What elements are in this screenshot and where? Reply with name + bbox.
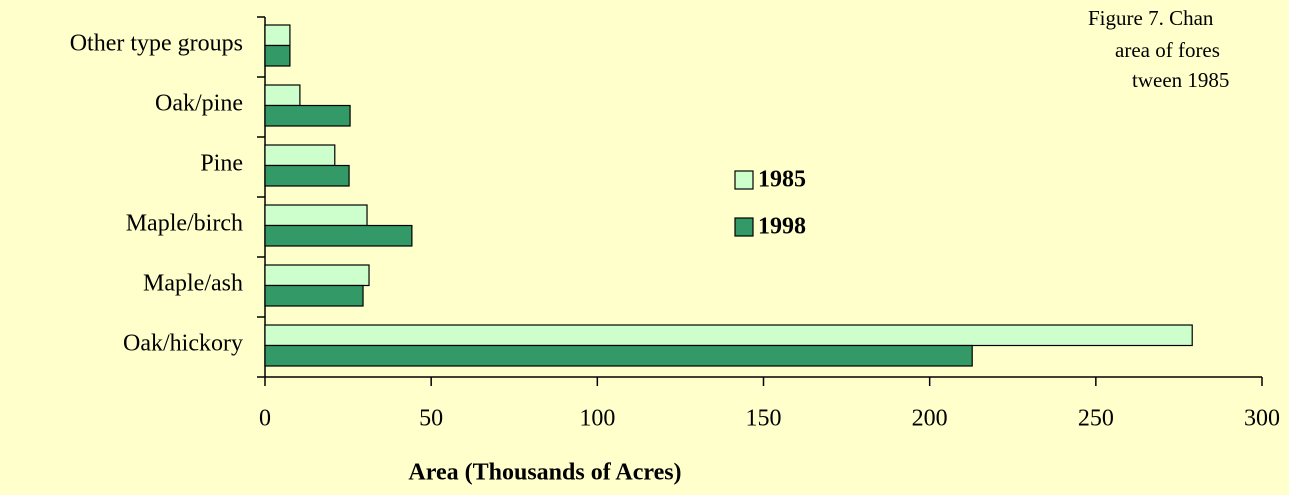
- legend-swatch: [734, 217, 754, 237]
- legend-swatch: [734, 170, 754, 190]
- x-tick-label: 0: [259, 406, 271, 432]
- y-tick-label: Maple/ash: [143, 271, 243, 297]
- bar: [264, 264, 370, 287]
- bar: [264, 104, 351, 127]
- x-tick-label: 200: [912, 406, 948, 432]
- legend-label: 1985: [758, 167, 806, 193]
- x-tick-label: 100: [579, 406, 615, 432]
- bar: [264, 224, 413, 247]
- bar: [264, 84, 301, 107]
- bar: [264, 144, 336, 167]
- x-axis-title: Area (Thousands of Acres): [408, 460, 681, 486]
- y-tick-label: Maple/birch: [126, 211, 243, 237]
- bar: [264, 164, 350, 187]
- x-tick-label: 150: [746, 406, 782, 432]
- bar: [264, 204, 368, 227]
- x-tick-label: 50: [419, 406, 443, 432]
- caption-line: Figure 7. Chan: [1088, 6, 1214, 30]
- legend-label: 1998: [758, 214, 806, 240]
- bar: [264, 344, 973, 367]
- bar: [264, 24, 291, 47]
- caption-line: area of fores: [1115, 38, 1220, 62]
- x-tick-label: 300: [1244, 406, 1280, 432]
- bar: [264, 44, 291, 67]
- caption-line: tween 1985: [1132, 68, 1229, 92]
- x-tick-label: 250: [1078, 406, 1114, 432]
- y-tick-label: Oak/hickory: [123, 331, 243, 357]
- y-tick-label: Pine: [200, 151, 243, 177]
- y-tick-label: Oak/pine: [155, 91, 243, 117]
- y-tick-label: Other type groups: [70, 31, 243, 57]
- bar: [264, 324, 1193, 347]
- bar: [264, 284, 364, 307]
